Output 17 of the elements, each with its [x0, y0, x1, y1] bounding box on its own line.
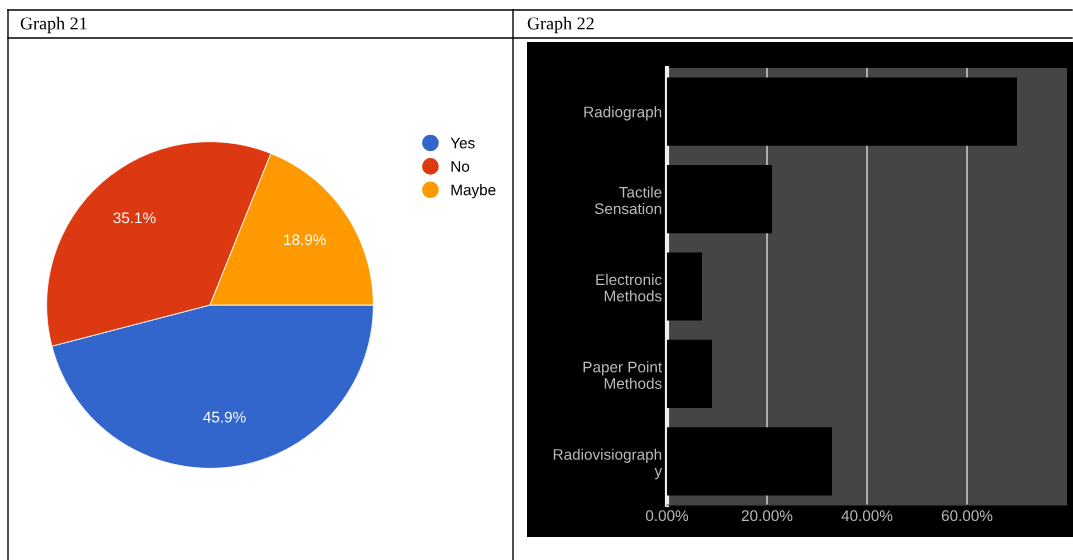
chart-title: Graph 22 [527, 16, 594, 34]
data-label: 18.9% [284, 234, 326, 246]
y-tick-label: Radiovisiograph y [553, 448, 663, 480]
y-tick-label: Tactile Sensation [594, 186, 662, 215]
x-tick-label: 60.00% [941, 510, 993, 522]
x-tick-label: 0.00% [645, 510, 689, 522]
legend-label: Yes [450, 137, 475, 149]
x-tick-label: 40.00% [841, 510, 893, 522]
legend-label: Maybe [451, 184, 496, 199]
x-tick-label: 20.00% [741, 510, 793, 522]
legend-label: No [451, 161, 470, 172]
y-tick-label: Electronic Methods [596, 273, 662, 302]
chart-title: Graph 21 [20, 16, 87, 34]
data-label: 45.9% [203, 411, 246, 423]
data-label: 35.1% [113, 212, 156, 224]
y-tick-label: Paper Point Methods [583, 361, 663, 389]
y-tick-label: Radiograph [584, 106, 662, 121]
